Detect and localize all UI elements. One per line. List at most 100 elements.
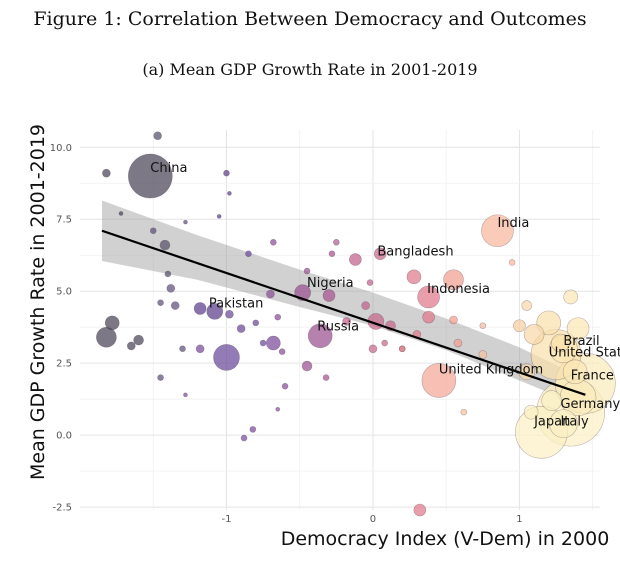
data-point	[278, 348, 286, 355]
data-point	[307, 323, 333, 349]
data-point	[104, 315, 120, 331]
data-point	[406, 269, 422, 285]
data-point	[523, 404, 539, 420]
grid-lines	[80, 130, 600, 510]
data-point	[536, 310, 562, 336]
data-point	[333, 238, 340, 246]
data-point	[118, 211, 124, 216]
data-point	[166, 284, 176, 293]
point-label: Bangladesh	[377, 245, 453, 260]
point-label: Indonesia	[427, 282, 490, 297]
point-label: Italy	[560, 414, 589, 429]
y-tick-label: 2.5	[56, 359, 72, 370]
y-tick-label: 0.0	[56, 431, 72, 442]
data-point	[513, 319, 526, 333]
data-point	[216, 214, 222, 219]
data-point	[562, 359, 588, 385]
data-point	[541, 390, 562, 411]
data-point	[153, 131, 162, 141]
data-point	[164, 270, 172, 278]
data-point	[449, 315, 458, 325]
axis-ticks: -1 0 1 -2.5 0.0 2.5 5.0 7.5 10.0	[50, 143, 523, 525]
x-axis-title: Democracy Index (V-Dem) in 2000	[281, 528, 610, 550]
data-point	[328, 250, 336, 258]
point-label: India	[497, 216, 529, 231]
point-label: United States	[549, 345, 620, 360]
data-point	[274, 313, 282, 321]
data-point	[417, 285, 440, 309]
data-point	[508, 259, 516, 266]
data-point	[322, 374, 330, 381]
point-label: France	[571, 368, 614, 383]
data-point	[303, 267, 311, 275]
data-point	[206, 303, 224, 320]
data-point	[252, 319, 260, 327]
data-point	[368, 344, 378, 354]
point-label: China	[150, 161, 187, 176]
data-point	[381, 339, 388, 347]
y-tick-label: 10.0	[50, 143, 72, 154]
figure-subtitle: (a) Mean GDP Growth Rate in 2001-2019	[142, 60, 478, 79]
point-label: Japan	[533, 414, 570, 429]
data-point	[128, 153, 173, 199]
point-label: United Kingdom	[439, 363, 543, 378]
data-point	[266, 289, 275, 299]
data-point	[183, 219, 188, 225]
point-label: Pakistan	[209, 296, 263, 311]
figure-title: Figure 1: Correlation Between Democracy …	[33, 8, 587, 30]
x-tick-label: 0	[370, 514, 376, 525]
data-point	[225, 309, 234, 319]
data-point	[102, 168, 111, 178]
y-tick-label: -2.5	[52, 503, 72, 514]
point-label: Brazil	[563, 334, 599, 349]
data-point	[563, 289, 579, 305]
data-point	[213, 344, 240, 371]
data-point	[223, 169, 230, 177]
data-point	[342, 317, 351, 326]
y-axis-title: Mean GDP Growth Rate in 2001-2019	[27, 124, 49, 480]
data-point	[179, 345, 186, 353]
data-point	[227, 191, 232, 196]
data-point	[126, 341, 136, 351]
point-label: Germany	[560, 397, 620, 412]
data-point	[157, 374, 164, 381]
regression-line	[101, 229, 586, 396]
data-point	[566, 317, 590, 340]
data-point	[157, 299, 164, 307]
data-point	[521, 300, 533, 311]
data-point	[270, 238, 277, 246]
data-point	[266, 335, 281, 351]
data-point	[551, 333, 570, 353]
y-tick-label: 7.5	[56, 215, 72, 226]
data-point	[453, 338, 463, 348]
data-point	[398, 345, 406, 353]
data-point	[373, 247, 387, 261]
data-point	[249, 426, 257, 433]
data-point	[159, 239, 171, 251]
data-point	[413, 503, 427, 517]
x-tick-label: -1	[221, 514, 231, 525]
data-point	[349, 253, 362, 266]
trend-line	[101, 229, 586, 396]
data-point	[236, 324, 246, 333]
confidence-band-area	[101, 200, 586, 408]
data-point	[240, 434, 248, 442]
data-point	[479, 322, 487, 330]
confidence-band	[101, 200, 586, 408]
data-point	[478, 350, 488, 359]
data-point	[183, 392, 188, 398]
y-tick-label: 5.0	[56, 287, 72, 298]
data-point	[422, 310, 435, 324]
data-point	[361, 301, 370, 310]
data-point	[322, 289, 336, 302]
data-point	[281, 382, 289, 390]
data-point	[301, 360, 313, 372]
data-point	[259, 339, 267, 347]
point-label: Russia	[317, 319, 359, 334]
data-point	[170, 301, 180, 310]
data-point	[549, 409, 578, 438]
data-point	[421, 363, 457, 398]
data-point	[149, 227, 157, 235]
data-point	[460, 408, 468, 416]
